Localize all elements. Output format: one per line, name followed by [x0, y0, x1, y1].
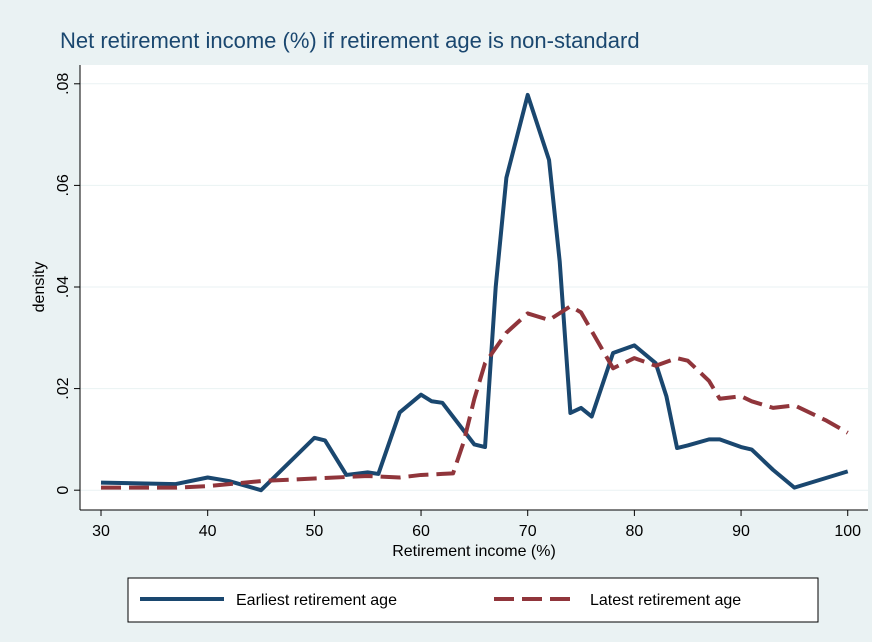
x-tick-label: 40	[199, 523, 217, 540]
x-axis-title: Retirement income (%)	[392, 543, 556, 560]
y-tick-label: .06	[55, 174, 72, 196]
x-tick-label: 60	[412, 523, 430, 540]
y-tick-label: .04	[55, 276, 72, 298]
legend-label: Earliest retirement age	[236, 592, 397, 609]
y-axis-title: density	[31, 262, 48, 313]
y-tick-label: 0	[55, 486, 72, 495]
x-tick-label: 50	[305, 523, 323, 540]
x-tick-label: 30	[92, 523, 110, 540]
line-series	[100, 92, 849, 493]
x-tick-label: 90	[732, 523, 750, 540]
y-tick-label: .08	[55, 73, 72, 95]
legend-label: Latest retirement age	[590, 592, 741, 609]
x-tick-label: 70	[519, 523, 537, 540]
line-series	[101, 304, 849, 490]
legend	[127, 577, 819, 623]
plot-area	[80, 65, 868, 510]
y-tick-label: .02	[55, 377, 72, 399]
chart-title: Net retirement income (%) if retirement …	[60, 28, 640, 53]
x-tick-label: 80	[625, 523, 643, 540]
x-tick-label: 100	[834, 523, 861, 540]
